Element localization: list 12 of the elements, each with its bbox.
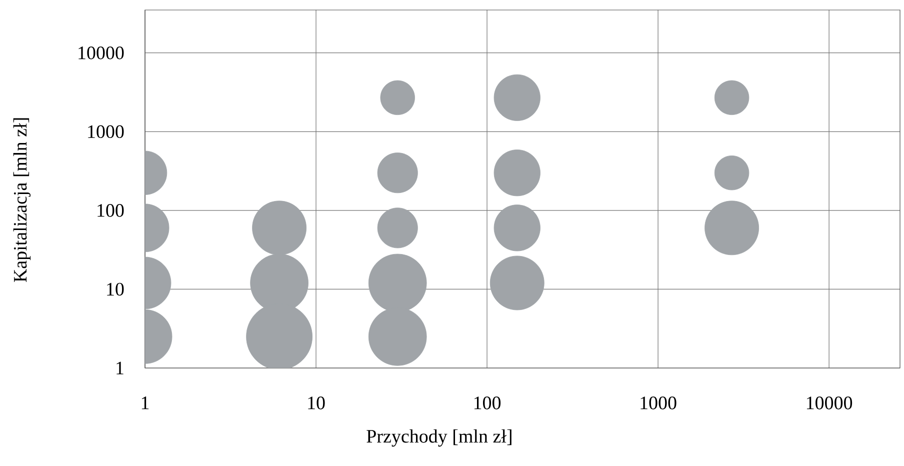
y-tick-label: 1000 (88, 125, 124, 138)
x-tick-label: 1 (142, 396, 149, 410)
y-tick-label: 100 (98, 204, 124, 217)
y-axis-title: Kapitalizacja [mln zł] (13, 118, 31, 282)
y-tick-label: 10000 (78, 46, 124, 60)
x-tick-label: 10 (308, 396, 325, 410)
y-tick-label: 10 (107, 282, 124, 296)
x-tick-label: 10000 (806, 396, 852, 410)
x-axis-title: Przychody [mln zł] (366, 429, 512, 447)
x-tick-label: 100 (474, 396, 501, 410)
y-tick-label: 1 (116, 362, 124, 374)
x-tick-label: 1000 (640, 396, 676, 410)
